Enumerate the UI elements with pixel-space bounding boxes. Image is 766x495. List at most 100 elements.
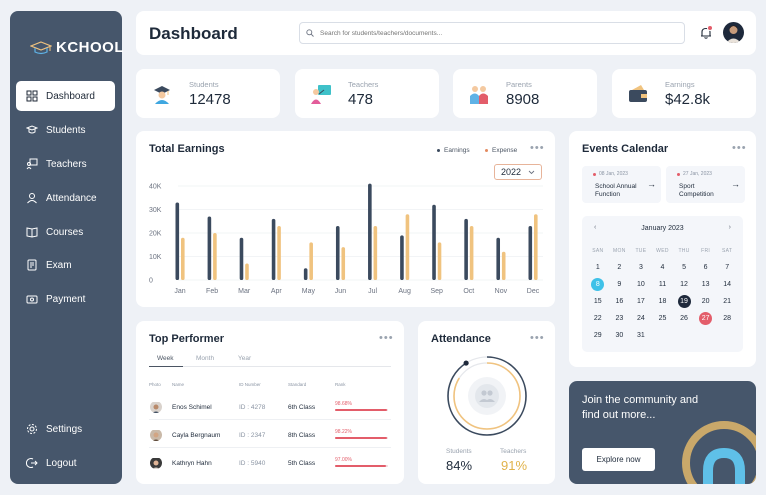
sidebar-item-courses[interactable]: Courses [16, 217, 115, 247]
more-options-icon[interactable]: ••• [732, 142, 747, 154]
tab-month[interactable]: Month [196, 355, 215, 362]
bar-earnings [528, 225, 533, 280]
calendar-day[interactable]: 14 [723, 281, 732, 288]
explore-now-button[interactable]: Explore now [582, 448, 655, 471]
calendar-day[interactable]: 20 [701, 298, 710, 305]
students-label: Students [446, 448, 472, 455]
bell-icon[interactable] [699, 26, 713, 40]
calendar-day[interactable]: 21 [723, 298, 732, 305]
calendar-day[interactable]: 24 [637, 315, 645, 322]
calendar-day[interactable]: 10 [637, 281, 645, 288]
sidebar: KCHOOL Dashboard Students Teachers Atten… [10, 11, 124, 484]
calendar-day[interactable]: 2 [617, 264, 622, 271]
calendar-day[interactable]: 1 [595, 264, 600, 271]
sidebar-item-settings[interactable]: Settings [16, 414, 115, 444]
table-row[interactable]: Cayla Bergnaum ID : 2347 8th Class 98.22… [149, 422, 391, 448]
calendar-day[interactable]: 29 [593, 332, 602, 339]
teachers-value: 91% [501, 458, 528, 473]
stat-value: $42.8k [665, 91, 711, 108]
calendar-day[interactable]: 7 [725, 264, 730, 271]
rank-bar [335, 465, 388, 467]
calendar-day[interactable]: 28 [723, 315, 732, 322]
graduation-cap-icon [30, 40, 52, 54]
stat-card-parents: Parents 8908 [453, 69, 597, 118]
user-avatar[interactable] [723, 22, 744, 43]
calendar-day-highlight[interactable]: 27 [695, 310, 717, 327]
notification-dot [707, 25, 713, 31]
calendar-day[interactable]: 18 [658, 298, 667, 305]
year-select[interactable]: 2022 [494, 164, 542, 180]
calendar-day[interactable]: 15 [593, 298, 602, 305]
sidebar-item-teachers[interactable]: Teachers [16, 149, 115, 179]
event-item[interactable]: 27 Jan, 2023 Sport Competition → [666, 166, 745, 203]
sidebar-item-exam[interactable]: Exam [16, 250, 115, 280]
x-tick-label: May [302, 288, 316, 295]
bar-expense [341, 247, 346, 280]
calendar-day[interactable]: 25 [658, 315, 667, 322]
student-icon [26, 125, 38, 134]
row-divider [149, 447, 391, 448]
sidebar-item-label: Students [46, 124, 86, 136]
more-options-icon[interactable]: ••• [530, 142, 545, 154]
student-standard: 8th Class [288, 432, 316, 439]
calendar-day-highlight[interactable]: 8 [587, 276, 609, 293]
bar-expense [501, 251, 506, 280]
event-dot [593, 172, 596, 176]
calendar-day[interactable]: 16 [615, 298, 624, 305]
x-tick-label: Jul [368, 288, 377, 295]
search-box[interactable] [299, 22, 685, 44]
bar-earnings [239, 237, 244, 280]
legend-earnings: Earnings [437, 147, 470, 154]
calendar-day[interactable]: 4 [660, 264, 665, 271]
calendar-day[interactable]: 5 [682, 264, 686, 271]
legend-label: Earnings [444, 147, 470, 154]
event-item[interactable]: 08 Jan, 2023 School Annual Function → [582, 166, 661, 203]
sidebar-item-attendance[interactable]: Attendance [16, 183, 115, 213]
calendar-day[interactable]: 31 [637, 332, 645, 339]
weekday-label: SAT [722, 247, 733, 254]
sidebar-item-payment[interactable]: Payment [16, 284, 115, 314]
table-row[interactable]: Kathryn Hahn ID : 5940 5th Class 97.00% [149, 450, 391, 476]
calendar-day[interactable]: 13 [701, 281, 710, 288]
sidebar-item-label: Teachers [46, 158, 87, 170]
sidebar-item-students[interactable]: Students [16, 115, 115, 145]
event-date: 08 Jan, 2023 [593, 171, 628, 177]
calendar-day[interactable]: 23 [615, 315, 624, 322]
arrow-right-icon[interactable]: → [731, 179, 740, 189]
search-input[interactable] [320, 29, 660, 37]
bar-expense [245, 263, 249, 280]
gear-icon [27, 424, 37, 434]
search-icon [306, 29, 314, 37]
sidebar-item-label: Settings [46, 423, 83, 435]
calendar-day[interactable]: 30 [615, 332, 624, 339]
chevron-left-icon[interactable]: ‹ [594, 224, 597, 231]
more-options-icon[interactable]: ••• [379, 332, 394, 344]
calendar-grid: SAN MON TUE WED THU FRI SAT 1 2 3 4 5 6 7 8 9 10 11 12 13 14… [587, 242, 738, 344]
tab-week[interactable]: Week [157, 355, 174, 362]
rank-bar [335, 409, 388, 411]
arrow-right-icon[interactable]: → [647, 179, 656, 189]
calendar-day-highlight[interactable]: 19 [673, 293, 695, 310]
student-id: ID : 4278 [239, 404, 266, 411]
calendar-day[interactable]: 6 [703, 264, 708, 271]
calendar-day[interactable]: 9 [617, 281, 622, 288]
more-options-icon[interactable]: ••• [530, 332, 545, 344]
calendar-day[interactable]: 12 [680, 281, 688, 288]
chevron-right-icon[interactable]: › [728, 224, 731, 231]
calendar-day[interactable]: 3 [638, 264, 643, 271]
calendar-day[interactable]: 22 [593, 315, 602, 322]
top-performer-card: Top Performer ••• Week Month Year Photo … [136, 321, 404, 484]
sidebar-item-logout[interactable]: Logout [16, 448, 115, 478]
y-tick-label: 10K [149, 254, 162, 261]
calendar-day[interactable]: 11 [658, 281, 667, 288]
bar-expense [181, 237, 185, 280]
student-avatar [150, 401, 162, 413]
x-tick-label: Jan [174, 288, 185, 295]
ring-students [453, 362, 521, 430]
calendar-day[interactable]: 26 [680, 315, 688, 322]
parents-icon [470, 86, 488, 104]
sidebar-item-dashboard[interactable]: Dashboard [16, 81, 115, 111]
tab-year[interactable]: Year [238, 355, 252, 362]
table-row[interactable]: Enos Schimel ID : 4278 6th Class 98.68% [149, 394, 391, 420]
calendar-day[interactable]: 17 [637, 298, 645, 305]
